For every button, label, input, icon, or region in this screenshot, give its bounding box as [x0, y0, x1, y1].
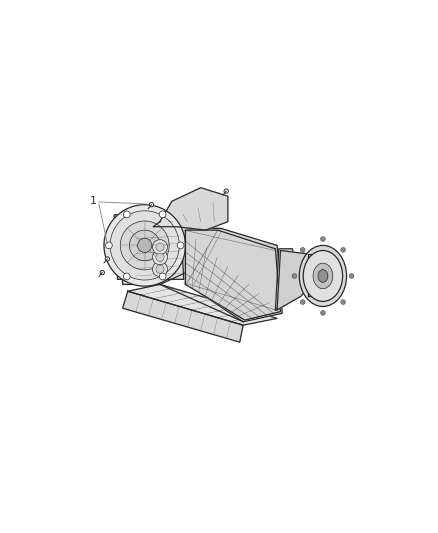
Circle shape: [177, 242, 184, 249]
Circle shape: [149, 203, 154, 207]
Ellipse shape: [318, 270, 328, 282]
Polygon shape: [307, 254, 311, 296]
Circle shape: [124, 211, 130, 218]
Circle shape: [152, 250, 167, 265]
Circle shape: [341, 247, 346, 252]
Circle shape: [321, 311, 325, 315]
Ellipse shape: [299, 245, 346, 306]
Text: 1: 1: [90, 196, 97, 206]
Circle shape: [105, 257, 110, 261]
Ellipse shape: [303, 251, 343, 302]
Circle shape: [341, 300, 346, 304]
Ellipse shape: [110, 211, 179, 280]
Circle shape: [321, 237, 325, 241]
Ellipse shape: [104, 205, 185, 286]
Polygon shape: [276, 249, 299, 310]
Polygon shape: [121, 215, 201, 285]
Ellipse shape: [138, 238, 152, 253]
Circle shape: [224, 189, 228, 193]
Circle shape: [300, 300, 305, 304]
Circle shape: [159, 211, 166, 218]
Ellipse shape: [129, 230, 160, 261]
Polygon shape: [123, 291, 243, 342]
Polygon shape: [277, 251, 309, 310]
Circle shape: [159, 273, 166, 280]
Polygon shape: [185, 230, 280, 320]
Polygon shape: [153, 188, 228, 230]
Circle shape: [300, 247, 305, 252]
Circle shape: [156, 253, 164, 261]
Polygon shape: [114, 215, 184, 279]
Ellipse shape: [120, 221, 169, 270]
Circle shape: [156, 265, 164, 273]
Circle shape: [152, 240, 167, 255]
Circle shape: [156, 243, 164, 251]
Ellipse shape: [313, 263, 333, 289]
Circle shape: [349, 273, 354, 278]
Circle shape: [100, 270, 104, 274]
Circle shape: [152, 262, 167, 277]
Polygon shape: [128, 285, 277, 325]
Polygon shape: [187, 229, 282, 322]
Circle shape: [292, 273, 297, 278]
Circle shape: [106, 242, 112, 249]
Circle shape: [124, 273, 130, 280]
